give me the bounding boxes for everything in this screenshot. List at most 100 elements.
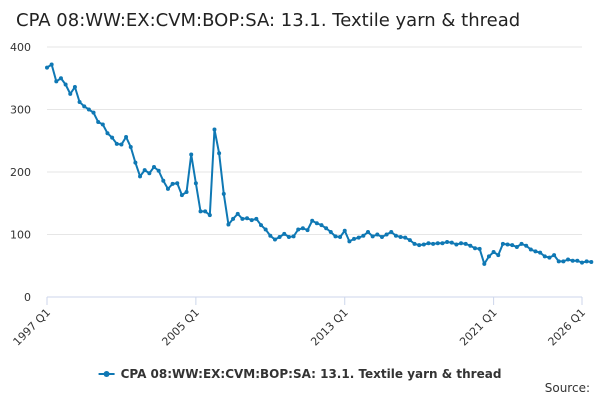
point bbox=[72, 85, 77, 89]
series-line bbox=[46, 62, 592, 267]
legend-label: CPA 08:WW:EX:CVM:BOP:SA: 13.1. Textile y… bbox=[121, 367, 502, 381]
point bbox=[342, 228, 347, 233]
point bbox=[212, 127, 217, 132]
point bbox=[463, 241, 468, 246]
point bbox=[310, 218, 315, 223]
point bbox=[561, 259, 566, 264]
point bbox=[370, 234, 375, 239]
point bbox=[165, 186, 170, 191]
point bbox=[393, 233, 398, 238]
point bbox=[240, 216, 245, 221]
point bbox=[412, 241, 417, 246]
point bbox=[356, 235, 361, 240]
point bbox=[156, 168, 161, 173]
point bbox=[514, 245, 519, 249]
point bbox=[384, 232, 389, 237]
point bbox=[138, 174, 143, 179]
point bbox=[584, 259, 589, 264]
point bbox=[189, 152, 194, 157]
x-tick-label: 2026 Q1 bbox=[546, 306, 589, 349]
point bbox=[431, 241, 436, 246]
point bbox=[375, 232, 380, 237]
point bbox=[528, 247, 533, 252]
point bbox=[547, 255, 552, 260]
point bbox=[170, 181, 175, 186]
x-tick-label: 1997 Q1 bbox=[11, 306, 54, 349]
legend-marker bbox=[103, 371, 110, 377]
point bbox=[361, 233, 366, 238]
point bbox=[459, 241, 464, 246]
point bbox=[580, 260, 584, 265]
point bbox=[505, 242, 510, 247]
point bbox=[58, 76, 63, 81]
point bbox=[54, 79, 59, 84]
point bbox=[179, 193, 184, 198]
point bbox=[519, 241, 524, 246]
point bbox=[333, 234, 338, 239]
point bbox=[217, 151, 222, 156]
point bbox=[324, 226, 329, 231]
point bbox=[91, 110, 96, 115]
point bbox=[305, 228, 310, 233]
point bbox=[445, 240, 450, 244]
point bbox=[96, 120, 101, 124]
point bbox=[552, 253, 557, 258]
point bbox=[417, 243, 422, 248]
point bbox=[282, 231, 287, 236]
point bbox=[114, 141, 119, 146]
point bbox=[524, 243, 529, 248]
point bbox=[263, 227, 268, 232]
point bbox=[477, 246, 482, 251]
point bbox=[105, 131, 110, 136]
point bbox=[440, 241, 445, 246]
point bbox=[319, 223, 324, 228]
point bbox=[575, 258, 580, 263]
point bbox=[482, 261, 487, 266]
point bbox=[259, 223, 263, 228]
point bbox=[119, 142, 124, 147]
point bbox=[296, 227, 301, 232]
point bbox=[86, 107, 91, 112]
point bbox=[193, 181, 198, 186]
point bbox=[500, 241, 505, 246]
x-tick-label: 2005 Q1 bbox=[159, 306, 202, 349]
point bbox=[277, 235, 282, 239]
point bbox=[542, 254, 547, 259]
point bbox=[82, 104, 87, 109]
point bbox=[291, 234, 296, 239]
point bbox=[538, 250, 543, 255]
point bbox=[198, 209, 203, 214]
point bbox=[221, 191, 226, 196]
point bbox=[366, 230, 370, 234]
point bbox=[398, 235, 403, 239]
point bbox=[142, 168, 147, 173]
point bbox=[49, 62, 54, 67]
point bbox=[468, 243, 473, 248]
point bbox=[272, 237, 277, 242]
point bbox=[403, 235, 408, 240]
point bbox=[110, 135, 115, 140]
point bbox=[161, 178, 166, 183]
point bbox=[570, 258, 575, 263]
y-tick-label: 200 bbox=[10, 166, 31, 179]
point bbox=[45, 65, 49, 70]
point bbox=[426, 241, 431, 246]
point bbox=[249, 218, 254, 223]
point bbox=[379, 235, 384, 239]
point bbox=[203, 209, 208, 214]
point bbox=[286, 235, 291, 239]
y-tick-label: 0 bbox=[24, 291, 31, 304]
point bbox=[328, 230, 333, 234]
point bbox=[68, 91, 73, 96]
source-label: Source: bbox=[545, 381, 590, 395]
point bbox=[491, 250, 496, 254]
point bbox=[314, 221, 319, 226]
point bbox=[347, 239, 352, 244]
point bbox=[184, 190, 189, 194]
point bbox=[235, 211, 240, 216]
point bbox=[124, 135, 129, 139]
point bbox=[473, 246, 477, 251]
point bbox=[389, 230, 394, 234]
chart-title: CPA 08:WW:EX:CVM:BOP:SA: 13.1. Textile y… bbox=[16, 10, 520, 31]
